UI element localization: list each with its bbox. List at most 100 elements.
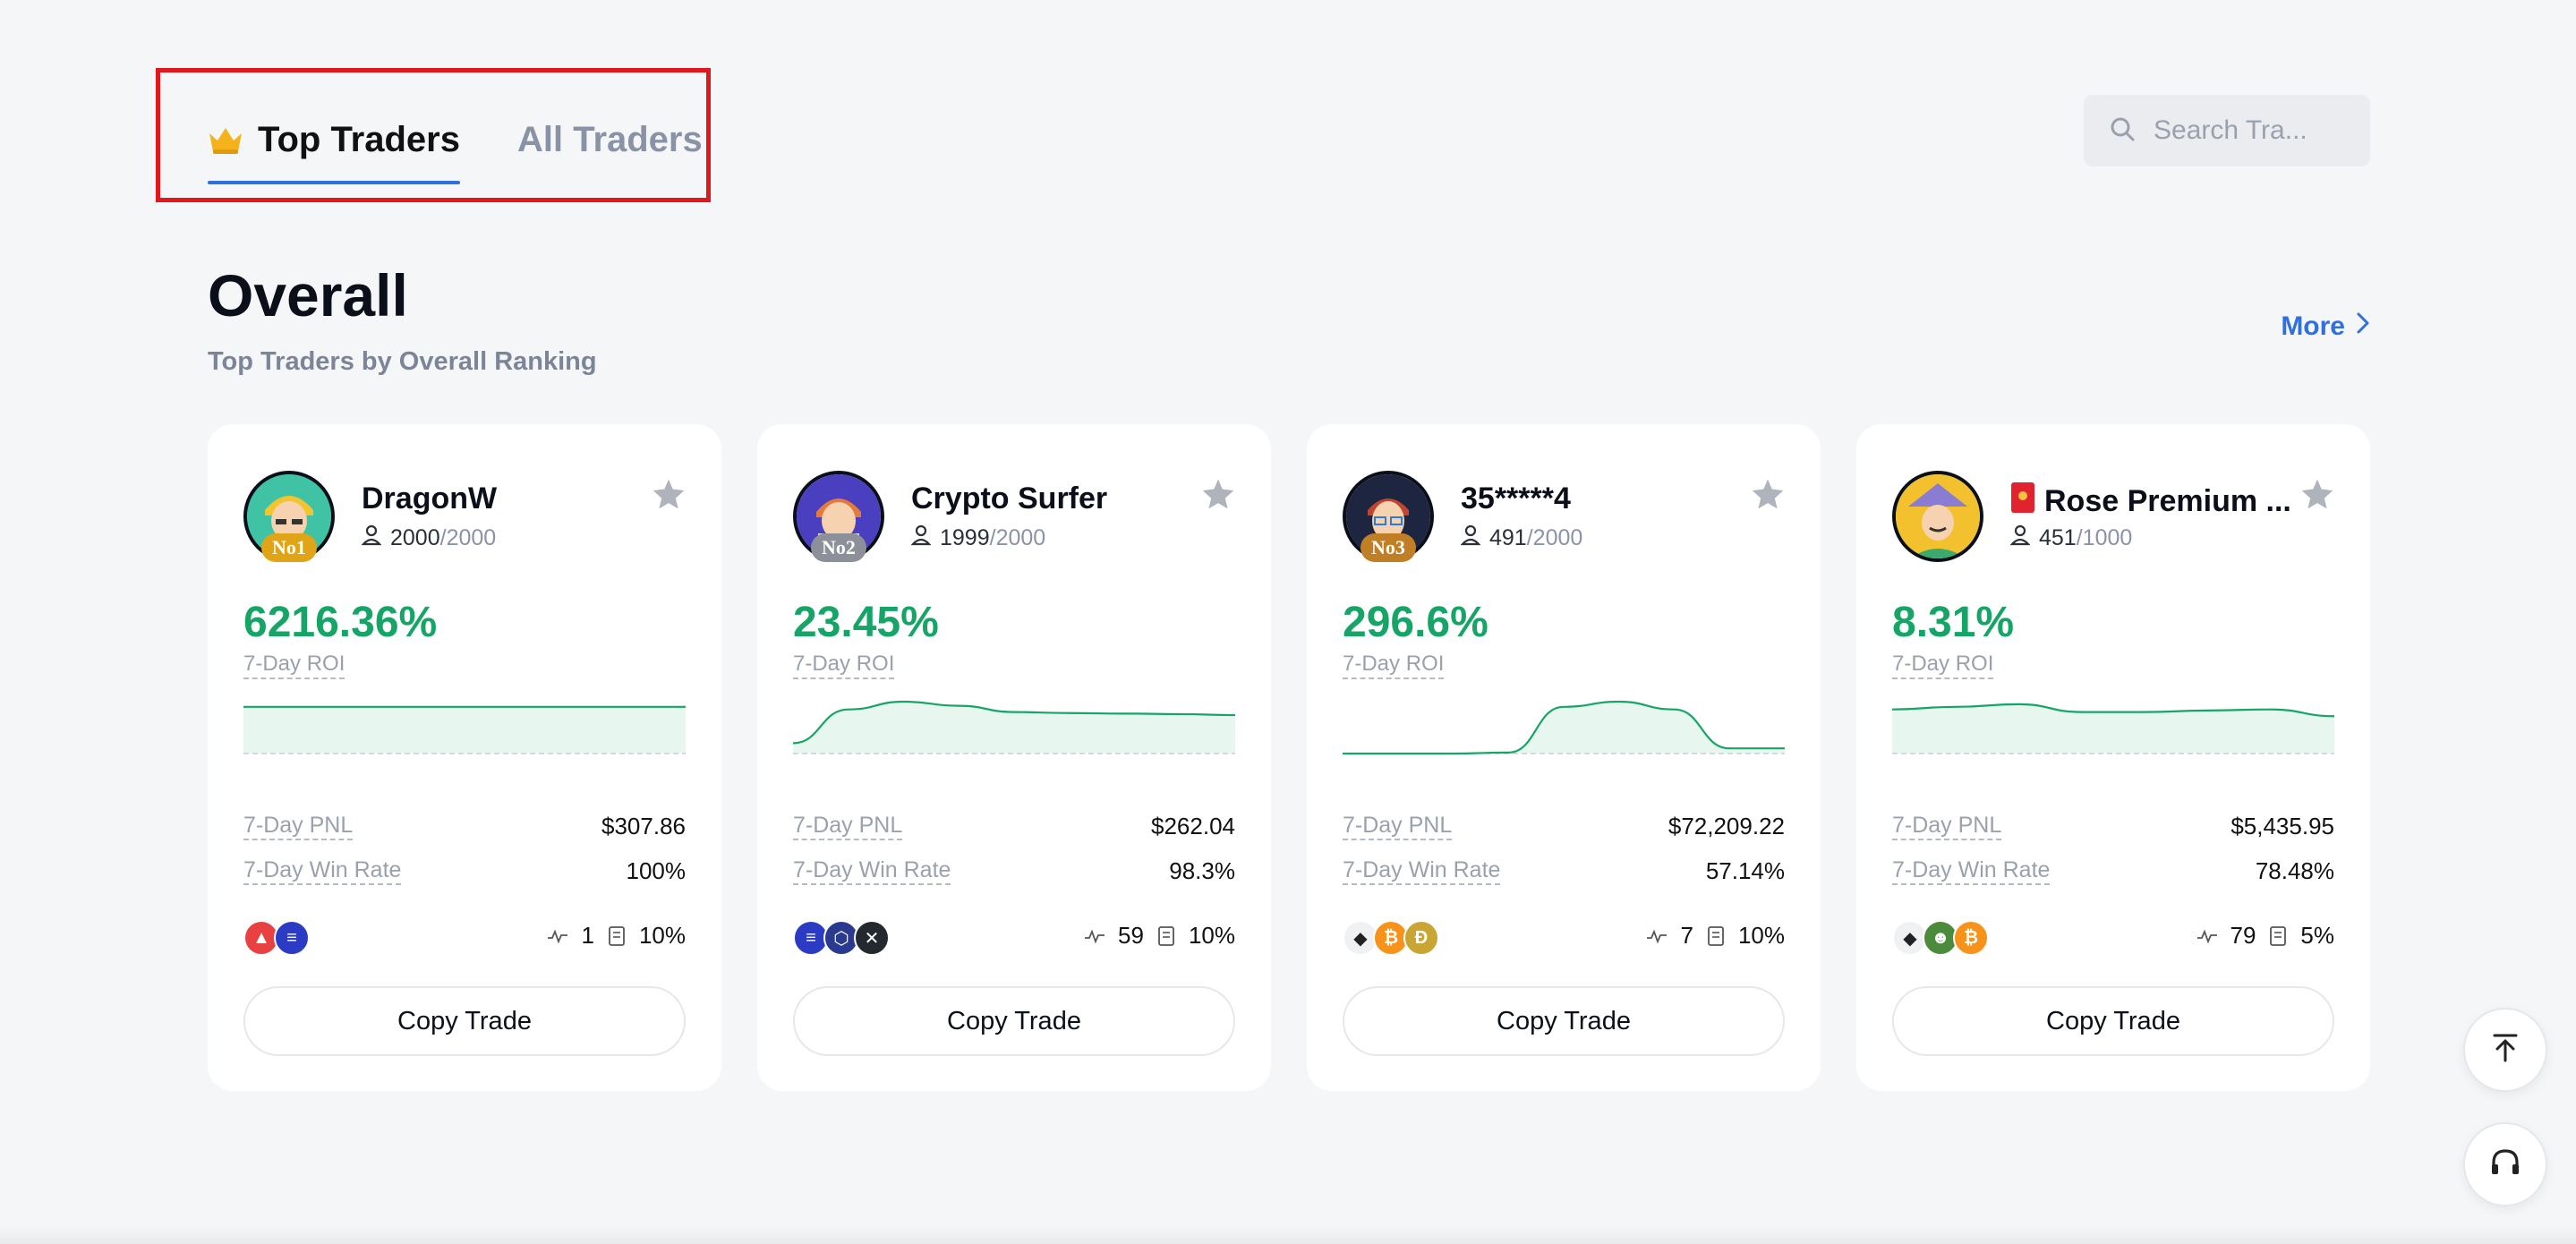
roi-label[interactable]: 7-Day ROI — [243, 652, 345, 679]
follower-count: 491/2000 — [1460, 524, 1583, 552]
pnl-label[interactable]: 7-Day PNL — [243, 813, 354, 840]
trade-meta: 1 10% — [547, 922, 686, 950]
trade-count: 7 — [1680, 922, 1693, 949]
roi-label[interactable]: 7-Day ROI — [1892, 652, 1994, 679]
trader-name-label: Rose Premium ... — [2044, 484, 2291, 518]
max-followers: /2000 — [1526, 525, 1583, 550]
section-title: Overall — [208, 262, 408, 328]
user-icon — [2009, 524, 2031, 552]
trade-count: 59 — [1118, 922, 1144, 949]
rank-badge: No3 — [1361, 533, 1416, 562]
copy-trade-button[interactable]: Copy Trade — [793, 986, 1235, 1056]
search-input[interactable] — [2154, 115, 2359, 146]
copy-trade-button[interactable]: Copy Trade — [243, 986, 686, 1056]
trader-name[interactable]: DragonW — [362, 481, 498, 515]
sparkline-line — [1892, 703, 2334, 718]
pnl-value: $72,209.22 — [1668, 813, 1785, 839]
profit-share: 10% — [638, 922, 686, 949]
solana-icon: ≡ — [274, 920, 310, 956]
rank-badge: No1 — [261, 533, 317, 562]
bitcoin-icon: ₿ — [1953, 920, 1989, 956]
sparkline-line — [793, 700, 1235, 745]
activity-icon — [2196, 927, 2218, 945]
tab-top-traders[interactable]: Top Traders — [208, 106, 460, 184]
trader-tabs: Top Traders All Traders — [208, 106, 703, 184]
user-icon — [361, 524, 382, 552]
roi-value: 296.6% — [1343, 599, 1488, 646]
followers: 491 — [1489, 525, 1527, 550]
coin-list: ≡ ⬡ ✕ — [793, 920, 890, 956]
trader-name[interactable]: 35*****4 — [1461, 481, 1571, 515]
coin-list: ◆ ₿ Ð — [1343, 920, 1439, 956]
pnl-value: $262.04 — [1151, 813, 1235, 839]
win-rate-label[interactable]: 7-Day Win Rate — [1892, 857, 2051, 885]
win-rate-value: 100% — [626, 857, 687, 884]
section-subtitle: Top Traders by Overall Ranking — [208, 347, 597, 376]
copy-trade-button[interactable]: Copy Trade — [1892, 986, 2334, 1056]
roi-sparkline — [1343, 700, 1785, 755]
crown-icon — [208, 124, 243, 155]
follower-count: 451/1000 — [2009, 524, 2133, 552]
pnl-label[interactable]: 7-Day PNL — [793, 813, 903, 840]
more-link[interactable]: More — [2281, 311, 2370, 342]
sparkline-area — [1343, 702, 1785, 754]
trade-meta: 7 10% — [1646, 922, 1785, 950]
copy-trade-button[interactable]: Copy Trade — [1343, 986, 1785, 1056]
tabs-highlight-box — [156, 68, 711, 202]
trade-count: 1 — [581, 922, 594, 949]
pnl-label[interactable]: 7-Day PNL — [1343, 813, 1453, 840]
trader-name[interactable]: Crypto Surfer — [911, 481, 1108, 515]
search-icon — [2109, 115, 2136, 147]
follower-count: 1999/2000 — [910, 524, 1045, 552]
tab-all-traders[interactable]: All Traders — [517, 106, 703, 174]
trade-count: 79 — [2230, 922, 2256, 949]
trader-cards: No1 DragonW 2000/2000 6216.36% 7-Day ROI… — [208, 424, 2370, 1091]
support-button[interactable] — [2463, 1122, 2547, 1206]
pnl-label[interactable]: 7-Day PNL — [1892, 813, 2002, 840]
tab-all-traders-label: All Traders — [516, 119, 703, 159]
profit-share: 10% — [1188, 922, 1235, 949]
trader-card[interactable]: No2 Crypto Surfer 1999/2000 23.45% 7-Day… — [757, 424, 1271, 1091]
followers: 451 — [2039, 525, 2077, 550]
avax-icon: ▲ — [243, 920, 279, 956]
document-icon — [1706, 925, 1726, 947]
chainlink-icon: ⬡ — [823, 920, 859, 956]
rank-badge: No2 — [811, 533, 866, 562]
roi-sparkline — [243, 705, 686, 754]
document-icon — [1156, 925, 1176, 947]
trade-meta: 59 10% — [1084, 922, 1235, 950]
star-icon[interactable] — [652, 478, 686, 515]
roi-label[interactable]: 7-Day ROI — [793, 652, 895, 679]
more-label: More — [2281, 311, 2345, 341]
win-rate-label[interactable]: 7-Day Win Rate — [793, 857, 951, 885]
trader-card[interactable]: No1 DragonW 2000/2000 6216.36% 7-Day ROI… — [208, 424, 721, 1091]
sparkline-line — [1343, 700, 1785, 755]
win-rate-label[interactable]: 7-Day Win Rate — [243, 857, 402, 885]
trader-name[interactable]: Rose Premium ... — [2010, 481, 2291, 522]
coin-list: ◆ ☻ ₿ — [1892, 920, 1989, 956]
profit-share: 5% — [2300, 922, 2334, 949]
followers: 2000 — [390, 525, 440, 550]
chevron-right-icon — [2356, 311, 2370, 342]
star-icon[interactable] — [1201, 478, 1235, 515]
follower-count: 2000/2000 — [361, 524, 497, 552]
max-followers: /2000 — [439, 525, 497, 550]
trader-card[interactable]: No3 35*****4 491/2000 296.6% 7-Day ROI 7… — [1307, 424, 1821, 1091]
activity-icon — [1646, 927, 1668, 945]
headset-icon — [2487, 1145, 2523, 1185]
avatar[interactable] — [1892, 471, 1983, 562]
back-to-top-button[interactable] — [2463, 1008, 2547, 1092]
win-rate-label[interactable]: 7-Day Win Rate — [1343, 857, 1501, 885]
search-box[interactable] — [2084, 95, 2370, 166]
roi-label[interactable]: 7-Day ROI — [1343, 652, 1445, 679]
sparkline-area — [793, 702, 1235, 754]
followers: 1999 — [940, 525, 990, 550]
max-followers: /1000 — [2076, 525, 2133, 550]
trader-card[interactable]: Rose Premium ... 451/1000 8.31% 7-Day RO… — [1856, 424, 2370, 1091]
pnl-value: $307.86 — [601, 813, 686, 839]
star-icon[interactable] — [1751, 478, 1785, 515]
profit-share: 10% — [1737, 922, 1785, 949]
star-icon[interactable] — [2300, 478, 2334, 515]
user-icon — [910, 524, 932, 552]
tab-top-traders-label: Top Traders — [258, 119, 460, 159]
